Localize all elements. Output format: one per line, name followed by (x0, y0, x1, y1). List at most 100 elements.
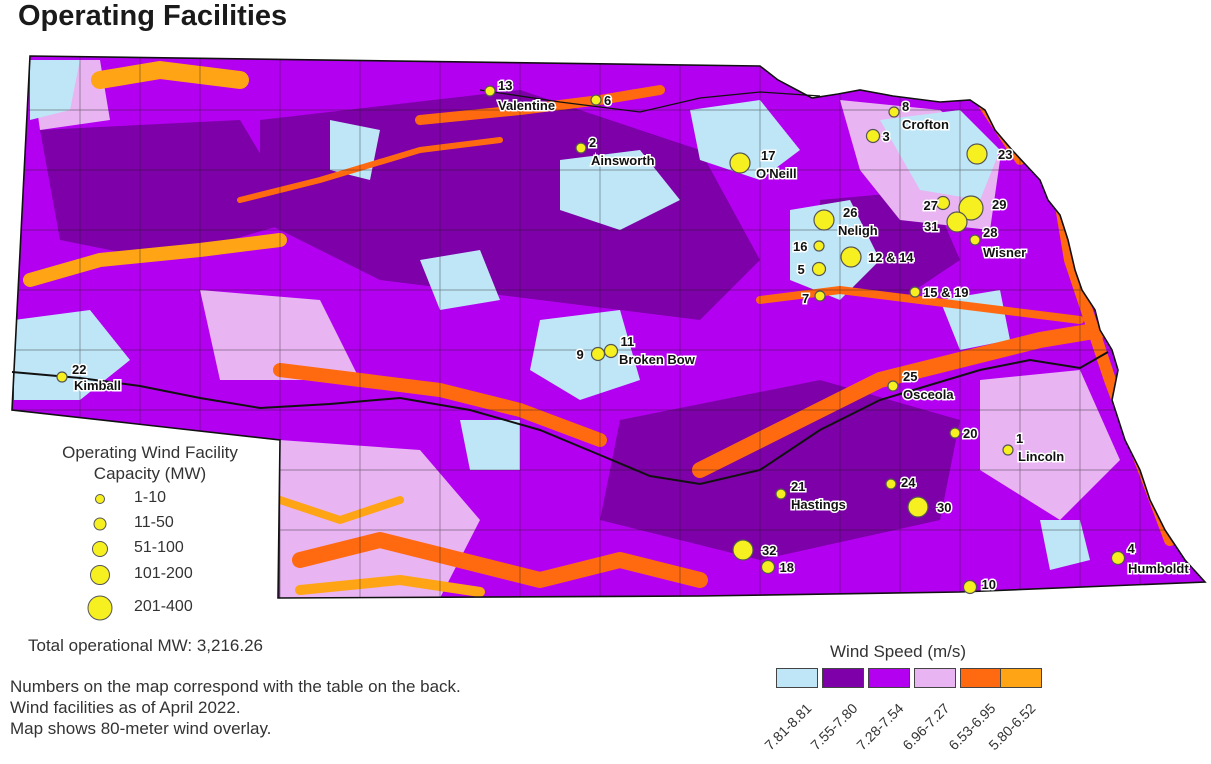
facility-marker[interactable]: 15 & 19 (909, 284, 970, 302)
facility-number: 7 (802, 291, 809, 306)
wind-band-orange-north-panhandle (91, 61, 249, 89)
facility-marker[interactable]: 21 Hastings (775, 478, 847, 514)
facility-dot[interactable] (946, 211, 968, 233)
facility-dot[interactable] (575, 142, 587, 154)
wind-band-orange-panhandle (23, 233, 287, 287)
facility-marker[interactable]: 13 Valentine (484, 77, 557, 115)
wind-zone-blue-crofton (880, 110, 1000, 200)
facility-dot[interactable] (935, 195, 951, 211)
total-operational-mw: Total operational MW: 3,216.26 (28, 636, 263, 655)
facility-marker[interactable]: 18 (760, 559, 795, 577)
facility-dot[interactable] (962, 579, 978, 595)
capacity-label-3: 51-100 (134, 539, 184, 556)
facility-marker[interactable]: 20 (949, 425, 979, 443)
facility-city: Valentine (498, 98, 555, 113)
facility-dot[interactable] (729, 152, 751, 174)
facility-dot[interactable] (484, 85, 496, 97)
capacity-row-3: 51-100 (30, 539, 270, 573)
facility-dot[interactable] (813, 209, 835, 231)
facility-dot[interactable] (1002, 444, 1014, 456)
facility-number: 22 (72, 362, 86, 377)
facility-dot[interactable] (590, 346, 606, 362)
facility-dot[interactable] (775, 488, 787, 500)
facility-marker[interactable]: 7 (801, 290, 826, 308)
facility-marker[interactable]: 24 (885, 474, 918, 492)
facility-dot[interactable] (969, 234, 981, 246)
facility-dot[interactable] (590, 94, 602, 106)
wind-swatch-5 (960, 668, 1002, 688)
facility-dot[interactable] (909, 286, 921, 298)
facility-dot[interactable] (760, 559, 776, 575)
facility-dot[interactable] (603, 343, 619, 359)
facility-marker[interactable]: 30 (907, 496, 953, 518)
facility-marker[interactable]: 6 (590, 92, 613, 110)
facility-marker[interactable]: 11 Broken Bow (603, 333, 697, 369)
facility-city: Osceola (903, 387, 954, 402)
facility-number: 25 (903, 369, 917, 384)
capacity-row-1: 1-10 (30, 489, 270, 523)
facility-dot[interactable] (56, 371, 68, 383)
facility-dot[interactable] (885, 478, 897, 490)
facility-marker[interactable]: 31 (923, 211, 968, 236)
facility-marker[interactable]: 10 (962, 576, 997, 595)
facility-number: 4 (1128, 541, 1136, 556)
capacity-row-5: 201-400 (30, 595, 270, 632)
facility-dot[interactable] (888, 106, 900, 118)
wind-zone-blue-kimball (14, 310, 130, 400)
facility-marker[interactable]: 4 Humboldt (1110, 540, 1191, 578)
wind-zone-blue-panhandle-north (30, 60, 80, 120)
facility-marker[interactable]: 26 Neligh (813, 204, 879, 240)
facility-number: 6 (604, 93, 611, 108)
facility-marker[interactable]: 2 Ainsworth (575, 134, 656, 170)
facility-marker[interactable]: 28 Wisner (969, 224, 1028, 262)
capacity-legend-title-1: Operating Wind Facility (62, 443, 238, 462)
facility-dot[interactable] (949, 427, 961, 439)
facility-number: 17 (761, 148, 775, 163)
facility-marker[interactable]: 3 (865, 128, 891, 146)
facility-dot[interactable] (865, 128, 881, 144)
facility-dot[interactable] (1110, 550, 1126, 566)
capacity-legend-title-2: Capacity (MW) (93, 464, 207, 483)
facility-number: 18 (780, 560, 794, 575)
facility-dot[interactable] (811, 261, 827, 277)
facility-marker[interactable]: 16 (792, 238, 825, 256)
wind-swatch-1 (776, 668, 818, 688)
facility-number: 32 (762, 543, 776, 558)
facility-marker[interactable]: 29 (958, 195, 1008, 221)
wind-swatch-6 (1000, 668, 1042, 688)
wind-swatch-4 (914, 668, 956, 688)
facility-number: 9 (577, 347, 584, 362)
capacity-label-2: 11-50 (134, 514, 174, 531)
facility-dot[interactable] (907, 496, 929, 518)
facility-dot[interactable] (958, 195, 984, 221)
facility-number: 26 (843, 205, 857, 220)
facility-marker[interactable]: 1 Lincoln (1002, 430, 1066, 466)
facility-dot[interactable] (732, 539, 754, 561)
facility-marker[interactable]: 5 (796, 261, 827, 279)
facility-marker[interactable]: 25 Osceola (887, 368, 956, 404)
wind-label-1: 7.81-8.81 (761, 700, 815, 754)
facility-number: 15 & 19 (923, 285, 969, 300)
wind-zone-dark-north (260, 90, 760, 320)
facility-marker[interactable]: 32 (732, 539, 778, 561)
facility-marker[interactable]: 27 (922, 195, 951, 215)
facility-city: Neligh (838, 223, 878, 238)
wind-label-3: 7.28-7.54 (853, 700, 907, 754)
facility-number: 3 (883, 129, 890, 144)
capacity-label-4: 101-200 (134, 565, 193, 582)
facility-dot[interactable] (840, 246, 862, 268)
facility-marker[interactable]: 17 O'Neill (729, 147, 798, 183)
facility-dot[interactable] (814, 290, 826, 302)
facility-dot[interactable] (813, 240, 825, 252)
facility-dot[interactable] (887, 380, 899, 392)
facility-marker[interactable]: 8 Crofton (888, 98, 950, 134)
facility-dot[interactable] (966, 143, 988, 165)
note-2: Wind facilities as of April 2022. (10, 698, 241, 717)
capacity-dot-3 (92, 541, 108, 557)
facility-marker[interactable]: 12 & 14 (840, 246, 916, 268)
facility-marker[interactable]: 23 (966, 143, 1014, 165)
facility-marker[interactable]: 9 (575, 346, 606, 364)
wind-label-4: 6.96-7.27 (899, 700, 953, 754)
